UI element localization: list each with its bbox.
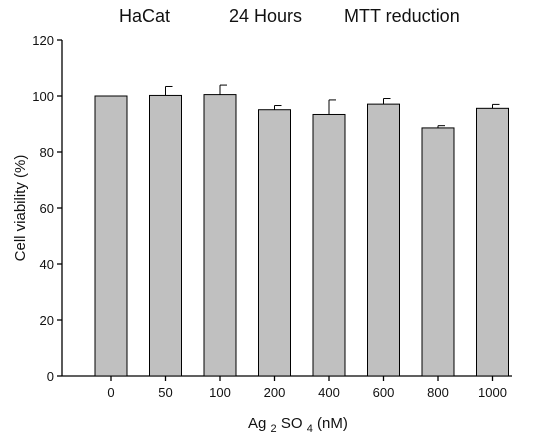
bars	[94, 84, 509, 377]
x-axis-title-ag: Ag	[248, 415, 266, 432]
y-tick-label-120: 120	[32, 33, 54, 48]
y-tick-label-80: 80	[40, 145, 54, 160]
bar-400	[312, 113, 346, 377]
x-axis-title: Ag 2 SO 4 (nM)	[248, 415, 348, 436]
x-tick-label-200: 200	[264, 385, 286, 400]
bar-600	[367, 103, 400, 377]
bar-200	[258, 109, 291, 377]
y-tick-label-0: 0	[47, 369, 54, 384]
x-tick-label-800: 800	[427, 385, 449, 400]
x-tick-label-100: 100	[209, 385, 231, 400]
x-tick-label-400: 400	[318, 385, 340, 400]
x-axis-title-sub2: 4	[307, 423, 313, 435]
bar-800	[421, 127, 455, 377]
bar-50	[149, 94, 182, 377]
y-tick-label-20: 20	[40, 313, 54, 328]
chart-title-assay: MTT reduction	[344, 6, 460, 26]
x-axis-title-unit: (nM)	[317, 415, 348, 432]
bar-1000	[476, 107, 509, 377]
y-tick-label-40: 40	[40, 257, 54, 272]
y-axis-title: Cell viability (%)	[12, 155, 29, 262]
chart-title-cell-line: HaCat	[119, 6, 171, 26]
x-tick-label-1000: 1000	[478, 385, 507, 400]
y-tick-label-60: 60	[40, 201, 54, 216]
chart-title-duration: 24 Hours	[229, 6, 303, 26]
x-tick-label-0: 0	[107, 385, 114, 400]
y-tick-label-100: 100	[32, 89, 54, 104]
x-axis-title-sub1: 2	[271, 423, 277, 435]
bar-0	[94, 95, 128, 377]
bar-100	[203, 94, 237, 377]
x-tick-label-600: 600	[373, 385, 395, 400]
x-tick-label-50: 50	[158, 385, 172, 400]
tick-labels: 0 20 40 60 80 100 120 0 50 100 200 400 600 800 1000	[32, 33, 507, 400]
x-axis-title-so: SO	[281, 415, 303, 432]
